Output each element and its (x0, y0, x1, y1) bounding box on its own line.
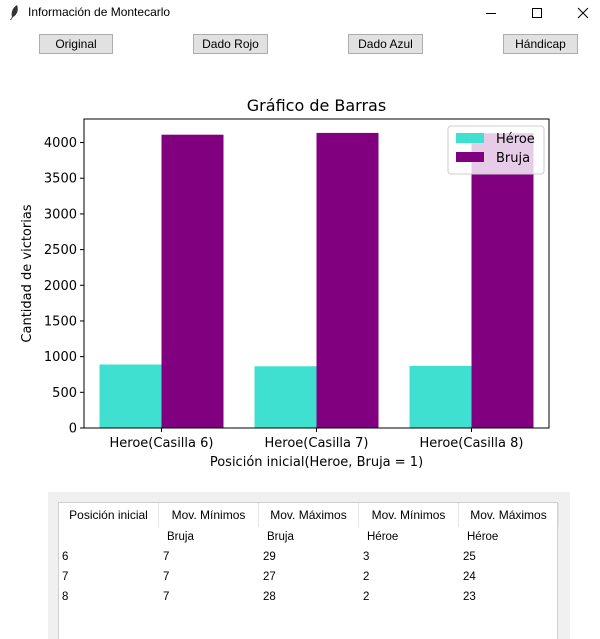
x-tick-label: Heroe(Casilla 8) (420, 436, 524, 451)
table-cell: 27 (263, 571, 276, 583)
x-axis-label: Posición inicial(Heroe, Bruja = 1) (210, 455, 423, 470)
table-row[interactable]: 7 7 27 2 24 (59, 567, 557, 587)
minimize-icon (486, 13, 496, 14)
legend-label-heroe: Héroe (496, 132, 535, 147)
subheader-cell: Bruja (167, 531, 194, 543)
table-cell: 2 (363, 571, 370, 583)
legend-swatch-bruja (456, 152, 484, 162)
y-tick-label: 3500 (44, 172, 77, 187)
table-cell: 7 (163, 591, 170, 603)
chart-title: Gráfico de Barras (247, 96, 386, 115)
dado-rojo-button[interactable]: Dado Rojo (193, 34, 268, 54)
y-tick-label: 1000 (44, 350, 77, 365)
y-tick-label: 1500 (44, 314, 77, 329)
subheader-cell: Héroe (367, 531, 399, 543)
table-cell: 23 (463, 591, 476, 603)
feather-icon (10, 5, 18, 20)
table-cell: 28 (263, 591, 276, 603)
close-button[interactable] (560, 0, 600, 26)
handicap-button[interactable]: Hándicap (503, 34, 578, 54)
header-mov-minimos-heroe[interactable]: Mov. Mínimos (359, 503, 459, 527)
bar-heroe-6 (99, 364, 162, 428)
header-posicion-inicial[interactable]: Posición inicial (59, 503, 159, 527)
y-tick-label: 2500 (44, 243, 77, 258)
y-tick-label: 2000 (44, 279, 77, 294)
x-tick-label: Heroe(Casilla 6) (110, 436, 214, 451)
table-cell: 8 (62, 591, 69, 603)
table-panel: Posición inicial Mov. Mínimos Mov. Máximos… (48, 492, 570, 639)
subheader-cell: Bruja (267, 531, 294, 543)
header-mov-maximos-bruja[interactable]: Mov. Máximos (259, 503, 359, 527)
minimize-button[interactable] (468, 0, 514, 26)
header-mov-minimos-bruja[interactable]: Mov. Mínimos (159, 503, 259, 527)
table-cell: 24 (463, 571, 476, 583)
legend-swatch-heroe (456, 133, 484, 143)
bar-bruja-7 (316, 132, 379, 428)
close-icon (577, 7, 589, 19)
bar-bruja-6 (161, 134, 224, 428)
subheader-cell: Héroe (467, 531, 499, 543)
table-cell: 7 (62, 571, 69, 583)
table-row[interactable]: 8 7 28 2 23 (59, 587, 557, 607)
table-cell: 29 (263, 551, 276, 563)
window-titlebar: Información de Montecarlo (0, 0, 600, 26)
x-tick-label: Heroe(Casilla 7) (265, 436, 369, 451)
dado-azul-button[interactable]: Dado Azul (348, 34, 423, 54)
header-mov-maximos-heroe[interactable]: Mov. Máximos (459, 503, 559, 527)
table-cell: 7 (163, 551, 170, 563)
y-tick-label: 4000 (44, 136, 77, 151)
table-cell: 2 (363, 591, 370, 603)
maximize-icon (532, 8, 542, 18)
legend-label-bruja: Bruja (496, 151, 530, 166)
table-cell: 3 (363, 551, 370, 563)
window-title: Información de Montecarlo (28, 5, 171, 19)
bar-bruja-8 (471, 133, 534, 428)
table-cell: 6 (62, 551, 69, 563)
y-tick-label: 3000 (44, 207, 77, 222)
original-button[interactable]: Original (39, 34, 113, 54)
table-cell: 7 (163, 571, 170, 583)
results-table: Posición inicial Mov. Mínimos Mov. Máximos… (58, 502, 559, 639)
table-row[interactable]: 6 7 29 3 25 (59, 547, 557, 567)
bar-heroe-7 (254, 366, 317, 428)
y-tick-label: 0 (69, 422, 77, 437)
bar-heroe-8 (409, 365, 472, 428)
y-axis-label: Cantidad de victorias (20, 204, 35, 342)
maximize-button[interactable] (514, 0, 560, 26)
table-cell: 25 (463, 551, 476, 563)
bar-chart: Gráfico de Barras 0 500 1000 1500 2000 2500 300… (20, 96, 550, 470)
y-tick-label: 500 (52, 386, 77, 401)
